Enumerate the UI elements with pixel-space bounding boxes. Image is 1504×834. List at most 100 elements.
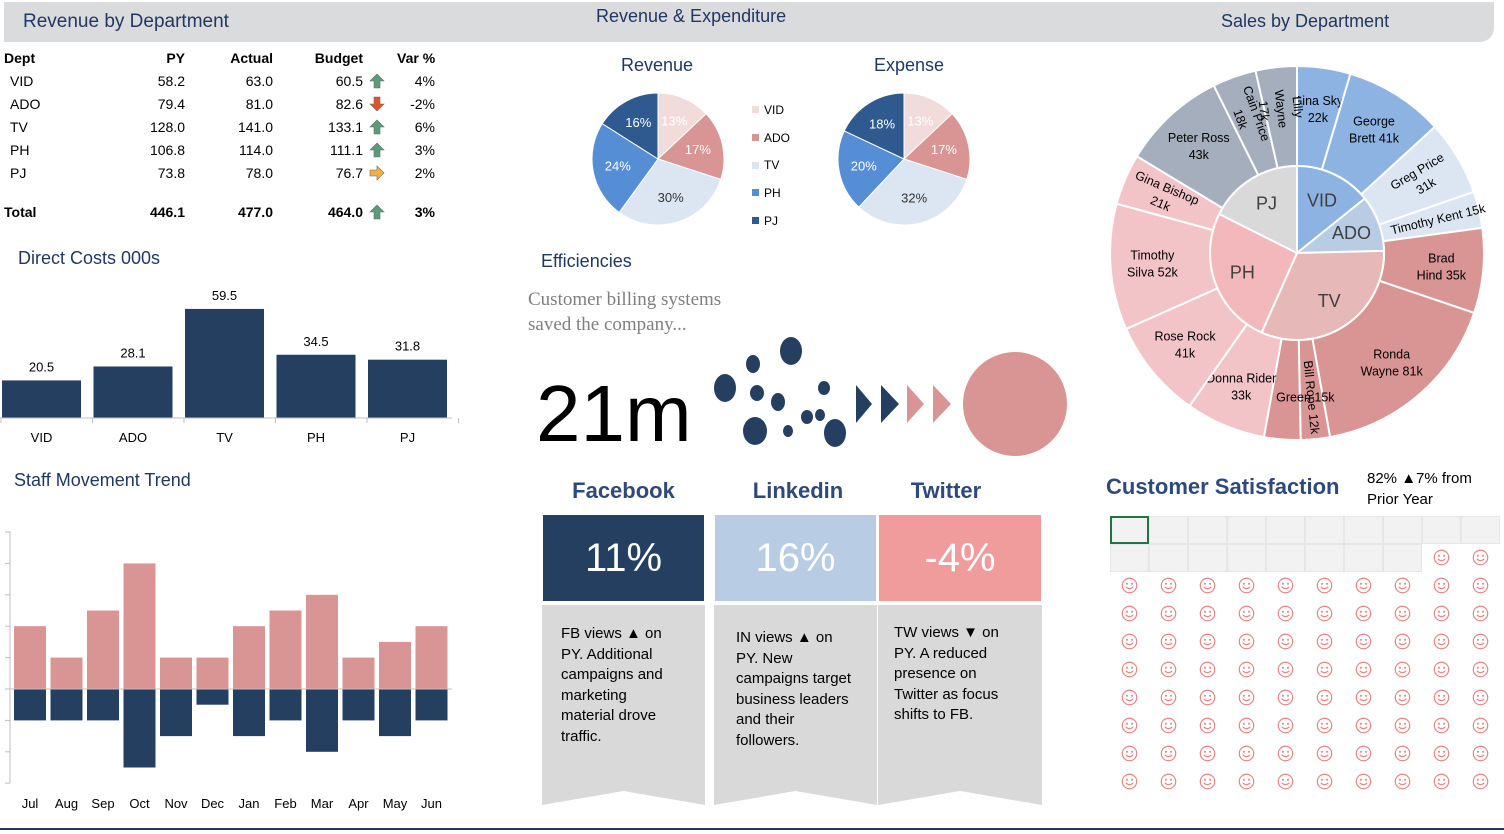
cell-trend (363, 138, 391, 161)
bar-joiners-mar (306, 594, 338, 689)
table-row: VID 58.2 63.0 60.5 4% (4, 69, 443, 92)
chevron-arrow-icon (856, 385, 872, 423)
smiley-face-icon (1277, 689, 1294, 706)
bar-joiners-dec (196, 657, 229, 689)
smiley-face-icon (1199, 661, 1216, 678)
grid-cell-empty[interactable] (1110, 516, 1149, 544)
grid-cell-empty[interactable] (1227, 516, 1266, 544)
social-text-line: campaigns target (736, 670, 852, 687)
sunburst-inner-pj (1217, 164, 1298, 255)
arrow-up-icon (369, 204, 385, 220)
smiley-face-icon (1316, 717, 1333, 734)
legend-item: PH (752, 179, 822, 207)
grid-cell-empty[interactable] (1461, 516, 1500, 544)
revenue-expenditure-title: Revenue & Expenditure (596, 6, 787, 26)
grid-cell-empty[interactable] (1227, 544, 1266, 572)
revenue-by-department-title: Revenue by Department (23, 11, 229, 32)
cell-dept: Total (4, 204, 37, 220)
sunburst-outer-label: George Brett 41k (1349, 115, 1400, 146)
sunburst-label-line: Brett 41k (1349, 132, 1400, 146)
smiley-face-icon (1472, 549, 1489, 566)
grid-cell-empty[interactable] (1110, 544, 1149, 572)
smiley-face-icon (1316, 633, 1333, 650)
smiley-face-icon (1160, 689, 1177, 706)
pie-slice-ph (837, 130, 905, 208)
grid-cell-empty[interactable] (1266, 516, 1305, 544)
smiley-face-icon (1394, 689, 1411, 706)
arrow-right-icon (369, 164, 385, 181)
bar-vid (2, 380, 81, 418)
social-value-twitter: -4% (879, 515, 1041, 601)
legend-label: PH (764, 185, 781, 200)
social-text-line: business leaders (736, 690, 849, 708)
pie-slice-tv (858, 158, 968, 226)
grid-cell-empty[interactable] (1383, 544, 1422, 572)
cell-actual: 78.0 (245, 164, 273, 181)
smiley-face-icon (1433, 549, 1450, 566)
grid-cell-empty[interactable] (1188, 544, 1227, 572)
bar-joiners-may (379, 641, 411, 689)
cell-var: 6% (414, 118, 435, 135)
bar-joiners-oct (123, 563, 156, 689)
smiley-face-icon (1472, 745, 1489, 762)
x-tick-label: Mar (311, 796, 334, 811)
table-row: PJ 73.8 78.0 76.7 2% (4, 161, 443, 184)
social-name-linkedin: Linkedin (752, 478, 844, 503)
social-value-linkedin: 16% (715, 515, 876, 601)
cell-py: 128.0 (149, 118, 185, 135)
cs-stat-line2: Prior Year (1367, 491, 1433, 508)
bar-leavers-aug (50, 689, 83, 721)
cell-budget: 464.0 (327, 204, 363, 220)
x-tick-label: Nov (164, 796, 188, 811)
x-tick-label: Aug (55, 796, 78, 811)
grid-cell-empty[interactable] (1383, 516, 1422, 544)
cell-budget: 82.6 (335, 95, 363, 112)
pie-legend: VID ADO TV PH PJ (752, 96, 822, 234)
social-name-facebook: Facebook (572, 478, 675, 503)
sunburst-label-line: Brad (1428, 251, 1454, 265)
cell-budget: 60.5 (335, 72, 363, 89)
legend-swatch (752, 217, 759, 225)
dot (780, 337, 802, 365)
dot (815, 409, 825, 421)
smiley-face-icon (1472, 661, 1489, 678)
smiley-face-icon (1355, 633, 1372, 650)
arrow-up-icon (369, 142, 385, 157)
legend-item: TV (752, 151, 822, 179)
smiley-face-icon (1277, 661, 1294, 678)
x-tick-label: May (383, 796, 408, 811)
chevron-arrow-icon (907, 385, 924, 423)
smiley-face-icon (1199, 689, 1216, 706)
social-text-line: and their (736, 711, 795, 728)
grid-cell-empty[interactable] (1344, 516, 1383, 544)
smiley-face-icon (1238, 633, 1255, 650)
smiley-face-icon (1277, 717, 1294, 734)
pie-slice-ado (903, 113, 971, 181)
grid-cell-empty[interactable] (1305, 516, 1344, 544)
x-tick-label: Sep (91, 796, 114, 811)
social-text-line: IN views ▲ on (736, 629, 833, 646)
grid-cell-empty[interactable] (1149, 516, 1188, 544)
bar-joiners-feb (269, 610, 302, 689)
grid-cell-empty[interactable] (1149, 544, 1188, 572)
cell-actual: 477.0 (237, 204, 273, 220)
grid-cell-empty[interactable] (1188, 516, 1227, 544)
grid-cell-empty[interactable] (1422, 516, 1461, 544)
x-tick-label: Jul (22, 796, 39, 811)
social-text-line: marketing (561, 686, 627, 704)
pie-slice-ph (591, 122, 659, 214)
x-tick-label: Jun (421, 796, 442, 811)
dot (750, 385, 764, 401)
grid-cell-empty[interactable] (1305, 544, 1344, 572)
sunburst-inner-label: VID (1307, 191, 1337, 211)
legend-item: VID (752, 96, 822, 124)
arrow-up-icon (369, 119, 385, 134)
grid-cell-empty[interactable] (1266, 544, 1305, 572)
social-name-twitter: Twitter (910, 478, 982, 503)
cell-py: 79.4 (157, 95, 185, 112)
sunburst-label-line: 43k (1189, 148, 1210, 162)
grid-cell-empty[interactable] (1344, 544, 1383, 572)
expense-pie-title: Expense (874, 55, 945, 75)
dot (818, 381, 830, 395)
bar-joiners-sep (87, 610, 119, 689)
